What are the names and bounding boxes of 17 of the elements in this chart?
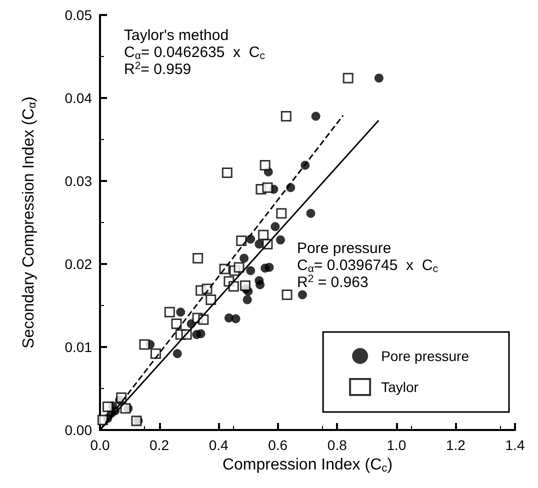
legend-label: Pore pressure	[381, 348, 470, 364]
x-tick-label: 1.0	[386, 437, 406, 453]
y-tick-label: 0.02	[64, 256, 92, 272]
y-tick-label: 0.00	[64, 422, 92, 438]
legend-label: Taylor	[381, 379, 419, 395]
x-tick-label: 1.2	[446, 437, 466, 453]
x-tick-label: 1.4	[505, 437, 525, 453]
x-tick-label: 0.8	[327, 437, 348, 453]
y-tick-label: 0.03	[64, 173, 92, 189]
y-tick-label: 0.04	[64, 90, 92, 106]
x-tick-label: 0.4	[208, 437, 229, 453]
x-tick-label: 0.6	[268, 437, 288, 453]
x-tick-label: 0.2	[150, 437, 170, 453]
x-tick-label: 0.0	[90, 437, 110, 453]
y-axis-title: Secondary Compression Index (Cα)	[20, 96, 38, 348]
y-tick-label: 0.05	[64, 7, 92, 23]
y-tick-label: 0.01	[64, 339, 92, 355]
